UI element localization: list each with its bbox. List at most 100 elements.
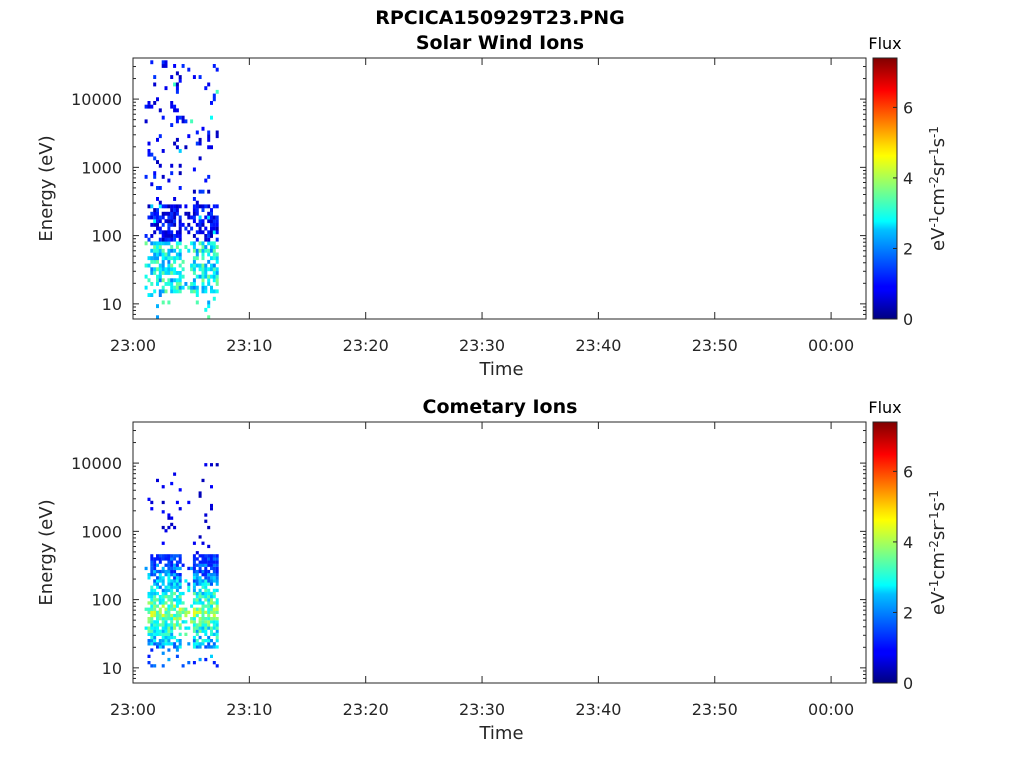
heatmap-cell — [192, 557, 196, 561]
heatmap-cell — [198, 75, 202, 79]
heatmap-cell — [173, 525, 177, 530]
heatmap-cell — [192, 167, 196, 172]
heatmap-cell — [170, 579, 174, 583]
heatmap-cell — [190, 289, 194, 294]
heatmap-cell — [178, 282, 182, 286]
heatmap-cell — [150, 204, 154, 209]
heatmap-cell — [164, 639, 168, 643]
heatmap-cell — [192, 197, 196, 201]
heatmap-cell — [207, 234, 211, 238]
heatmap-cell — [164, 252, 168, 257]
heatmap-cell — [192, 282, 196, 286]
heatmap-cell — [210, 208, 213, 212]
heatmap-cell — [150, 282, 154, 286]
heatmap-cell — [170, 256, 174, 261]
heatmap-cell — [153, 601, 157, 605]
heatmap-cell — [164, 617, 168, 621]
heatmap-cell — [164, 573, 168, 577]
heatmap-cell — [167, 226, 171, 231]
plot-frame — [132, 57, 867, 320]
heatmap-cell — [192, 554, 196, 558]
heatmap-cell — [158, 645, 162, 649]
heatmap-cell — [150, 598, 154, 602]
heatmap-cell — [204, 237, 208, 242]
heatmap-cell — [198, 576, 202, 580]
heatmap-cell — [192, 219, 196, 224]
heatmap-cell — [167, 204, 171, 209]
heatmap-cell — [170, 204, 174, 209]
heatmap-cell — [156, 267, 159, 272]
heatmap-cell — [210, 626, 213, 630]
heatmap-cell — [173, 642, 177, 646]
heatmap-cell — [215, 463, 219, 467]
heatmap-cell — [150, 234, 154, 238]
heatmap-cell — [175, 119, 179, 124]
heatmap-cell — [184, 211, 188, 216]
heatmap-cell — [170, 554, 174, 558]
heatmap-cell — [204, 560, 208, 564]
heatmap-cell — [150, 560, 154, 564]
heatmap-cell — [204, 639, 208, 643]
heatmap-cell — [207, 259, 211, 264]
heatmap-cell — [153, 573, 157, 577]
heatmap-cell — [150, 259, 154, 264]
heatmap-cell — [178, 171, 182, 176]
heatmap-cell — [192, 189, 196, 194]
heatmap-cell — [147, 595, 151, 599]
heatmap-cell — [167, 604, 171, 608]
heatmap-cell — [215, 278, 219, 283]
heatmap-cell — [178, 163, 182, 168]
heatmap-cell — [175, 256, 179, 261]
panel-title: Cometary Ions — [423, 396, 578, 418]
heatmap-cell — [207, 525, 211, 530]
heatmap-cell — [215, 607, 219, 611]
heatmap-cell — [150, 60, 154, 65]
heatmap-cell — [153, 241, 157, 246]
heatmap-cell — [153, 289, 157, 294]
heatmap-cell — [156, 576, 159, 580]
colorbar-label-exp: -1 — [927, 580, 941, 592]
heatmap-cell — [147, 104, 151, 109]
colorbar-label-exp: -2 — [927, 540, 941, 552]
heatmap-cell — [192, 560, 196, 564]
heatmap-cell — [161, 500, 165, 505]
heatmap-cell — [212, 267, 216, 272]
heatmap-cell — [210, 566, 213, 571]
heatmap-cell — [156, 554, 159, 558]
heatmap-cell — [195, 632, 199, 636]
heatmap-cell — [164, 623, 168, 627]
heatmap-cell — [147, 101, 151, 105]
heatmap-cell — [192, 635, 196, 640]
heatmap-cell — [215, 230, 219, 235]
colorbar-label-base: cm — [928, 188, 949, 215]
heatmap-cell — [198, 566, 202, 571]
heatmap-cell — [156, 186, 159, 190]
heatmap-cell — [215, 579, 219, 583]
heatmap-cell — [156, 620, 159, 624]
heatmap-cell — [201, 478, 205, 483]
heatmap-cell — [158, 230, 162, 235]
heatmap-cell — [212, 248, 216, 253]
heatmap-cell — [156, 585, 159, 589]
heatmap-cell — [147, 256, 151, 261]
heatmap-cell — [150, 626, 154, 630]
heatmap-cell — [173, 248, 177, 253]
heatmap-cell — [210, 226, 213, 231]
heatmap-cell — [190, 285, 194, 290]
heatmap-cell — [156, 563, 159, 567]
heatmap-cell — [150, 566, 154, 571]
heatmap-cell — [150, 648, 154, 652]
heatmap-cell — [173, 289, 177, 294]
heatmap-cell — [175, 500, 179, 505]
heatmap-cell — [195, 569, 199, 574]
heatmap-cell — [210, 248, 213, 253]
heatmap-cell — [175, 245, 179, 249]
heatmap-cell — [158, 248, 162, 253]
heatmap-cell — [170, 245, 174, 249]
heatmap-cell — [184, 282, 188, 286]
heatmap-cell — [158, 573, 162, 577]
heatmap-cell — [147, 610, 151, 614]
heatmap-cell — [173, 582, 177, 586]
heatmap-cell — [178, 248, 182, 253]
heatmap-cell — [150, 557, 154, 561]
